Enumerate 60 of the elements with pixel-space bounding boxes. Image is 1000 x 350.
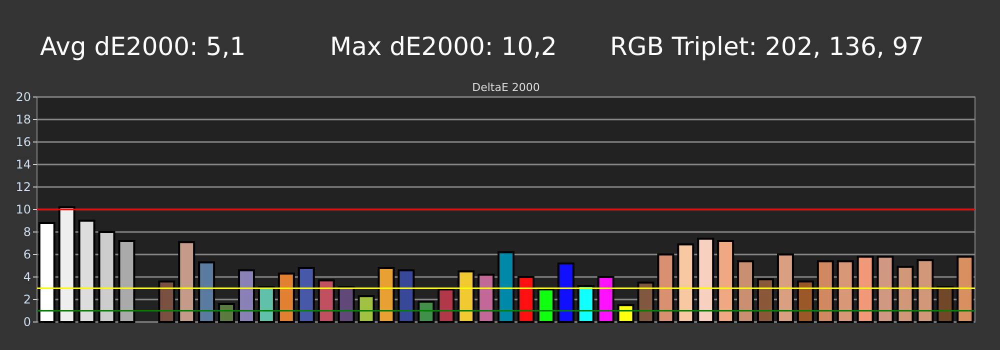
bar — [617, 304, 634, 323]
bar — [158, 280, 176, 323]
bar — [98, 231, 116, 323]
bar — [458, 270, 475, 323]
bar — [318, 279, 335, 323]
bar — [238, 269, 255, 323]
bar — [38, 222, 56, 323]
y-tick-label: 8 — [23, 225, 31, 240]
chart-title: DeltaE 2000 — [472, 81, 540, 94]
bar — [637, 282, 654, 323]
bar — [936, 286, 954, 323]
bar — [657, 254, 674, 323]
y-tick-label: 12 — [16, 180, 31, 194]
bar — [557, 262, 574, 323]
bar — [418, 300, 435, 323]
bar — [438, 288, 455, 323]
bar — [896, 266, 914, 323]
bar — [118, 240, 136, 323]
bar — [58, 206, 76, 323]
bar — [298, 267, 315, 323]
bar — [517, 276, 534, 323]
bar — [956, 256, 974, 323]
bar — [697, 238, 714, 323]
y-tick-label: 20 — [16, 90, 31, 104]
bar — [358, 295, 375, 323]
y-tick-label: 0 — [23, 315, 31, 330]
bar — [776, 254, 794, 323]
bar — [836, 260, 854, 323]
bar — [796, 280, 814, 323]
bar — [498, 251, 514, 323]
bar — [757, 278, 774, 323]
bar — [677, 243, 694, 323]
bar — [258, 286, 275, 323]
y-tick-label: 4 — [23, 270, 31, 284]
y-tick-label: 10 — [16, 202, 31, 217]
bar — [737, 260, 754, 323]
bar — [338, 286, 355, 323]
y-tick-label: 16 — [16, 135, 31, 150]
bar — [537, 288, 554, 323]
bar — [577, 285, 594, 323]
bar — [717, 240, 734, 323]
bar — [278, 272, 295, 323]
y-tick-label: 6 — [23, 248, 31, 262]
y-tick-label: 2 — [23, 292, 31, 307]
y-tick-label: 18 — [16, 112, 31, 127]
y-tick-label: 14 — [16, 158, 31, 172]
bar — [816, 260, 834, 323]
bar — [478, 274, 495, 323]
text: Avg dE2000: 5,1 — [40, 32, 246, 61]
text: RGB Triplet: 202, 136, 97 — [610, 32, 924, 61]
bar — [218, 303, 236, 323]
bar — [856, 256, 874, 323]
bar — [916, 259, 934, 323]
bar — [78, 220, 96, 323]
bar — [876, 256, 894, 323]
bar — [398, 269, 415, 323]
text: Max dE2000: 10,2 — [330, 32, 557, 61]
bar — [178, 241, 196, 323]
bar — [378, 267, 395, 323]
bar — [198, 261, 216, 323]
